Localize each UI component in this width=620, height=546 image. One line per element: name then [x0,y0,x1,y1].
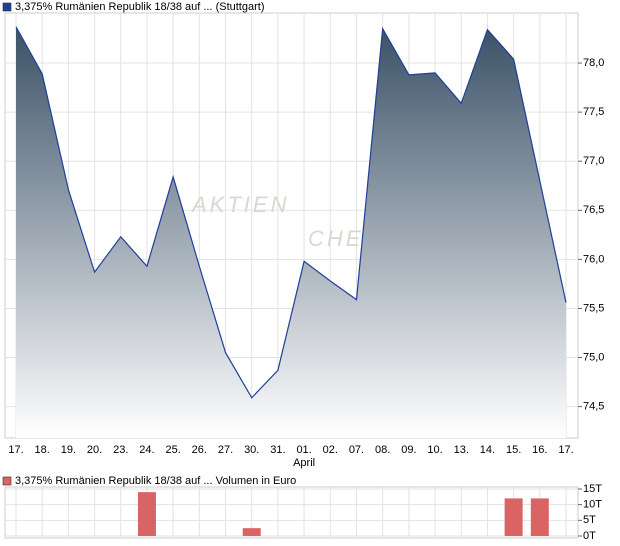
legend-label: 3,375% Rumänien Republik 18/38 auf ... (… [15,1,264,13]
bar [242,528,261,536]
bar [530,498,549,536]
x-tick-label: 19. [61,444,76,456]
y-tick-label: 75,5 [583,302,604,314]
x-tick-label: 26. [192,444,207,456]
x-tick-label: 30. [244,444,259,456]
legend-label: 3,375% Rumänien Republik 18/38 auf ... V… [15,475,296,487]
x-tick-label: 02. [323,444,338,456]
watermark: CHE [308,226,363,251]
bar [504,498,523,536]
x-tick-label: 20. [87,444,102,456]
x-tick-label: 07. [349,444,364,456]
x-tick-label: 24. [139,444,154,456]
plot-frame [4,486,579,539]
x-tick-label: 13. [454,444,469,456]
legend-swatch [2,2,12,12]
x-tick-label: 16. [532,444,547,456]
x-tick-label: 08. [375,444,390,456]
y-tick-label: 10T [583,499,602,511]
legend-swatch [2,476,12,486]
x-tick-label: 10. [427,444,442,456]
area-fill [16,26,566,439]
y-tick-label: 77,0 [583,155,604,167]
x-tick-label: 01. [296,444,311,456]
y-tick-label: 0T [583,530,596,542]
watermark: AKTIEN [190,192,289,217]
y-tick-label: 77,5 [583,106,604,118]
x-tick-label: 14. [480,444,495,456]
y-tick-label: 75,0 [583,351,604,363]
y-tick-label: 5T [583,514,596,526]
x-tick-label: 17. [8,444,23,456]
x-tick-label: 15. [506,444,521,456]
y-tick-label: 76,5 [583,204,604,216]
x-tick-label: 25. [165,444,180,456]
x-tick-label: 27. [218,444,233,456]
x-tick-label: 31. [270,444,285,456]
y-tick-label: 78,0 [583,57,604,69]
y-tick-label: 76,0 [583,253,604,265]
month-label: April [293,457,315,469]
x-tick-label: 18. [35,444,50,456]
x-tick-label: 17. [558,444,573,456]
y-tick-label: 15T [583,483,602,495]
x-tick-label: 23. [113,444,128,456]
bar [137,492,156,536]
price-line [15,26,567,399]
x-tick-label: 09. [401,444,416,456]
y-tick-label: 74,5 [583,400,604,412]
